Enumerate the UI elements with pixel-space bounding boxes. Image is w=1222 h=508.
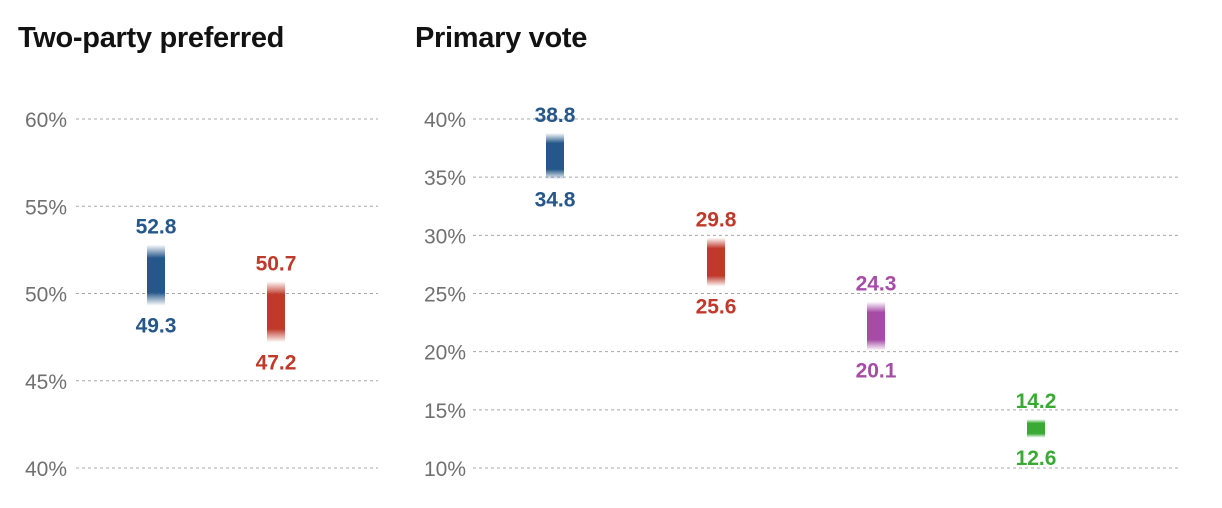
y-tick-label: 55%: [25, 196, 67, 219]
range-bar-coalition: [147, 244, 165, 306]
range-bar-greens: [867, 301, 885, 351]
high-label-coalition: 38.8: [535, 104, 576, 127]
low-label-others: 12.6: [1016, 447, 1057, 470]
low-label-greens: 20.1: [856, 360, 897, 383]
y-tick-label: 45%: [25, 371, 67, 394]
range-bar-labor: [267, 281, 285, 343]
y-tick-label: 25%: [424, 284, 466, 307]
range-bar-others: [1027, 419, 1045, 438]
y-tick-label: 50%: [25, 284, 67, 307]
y-tick-label: 15%: [424, 400, 466, 423]
low-label-labor: 25.6: [696, 296, 737, 319]
low-label-coalition: 49.3: [136, 315, 177, 338]
y-tick-label: 20%: [424, 342, 466, 365]
high-label-coalition: 52.8: [136, 216, 177, 239]
high-label-greens: 24.3: [856, 273, 897, 296]
y-tick-label: 35%: [424, 167, 466, 190]
high-label-labor: 50.7: [256, 252, 297, 275]
low-label-labor: 47.2: [256, 351, 297, 374]
range-bar-coalition: [546, 132, 564, 180]
range-bar-labor: [707, 237, 725, 287]
y-tick-label: 40%: [424, 109, 466, 132]
y-tick-label: 60%: [25, 109, 67, 132]
y-tick-label: 10%: [424, 458, 466, 481]
low-label-coalition: 34.8: [535, 188, 576, 211]
high-label-labor: 29.8: [696, 209, 737, 232]
chart-title-two-party: Two-party preferred: [18, 22, 285, 54]
y-tick-label: 30%: [424, 225, 466, 248]
high-label-others: 14.2: [1016, 390, 1057, 413]
y-tick-label: 40%: [25, 458, 67, 481]
chart-title-primary: Primary vote: [415, 22, 588, 54]
